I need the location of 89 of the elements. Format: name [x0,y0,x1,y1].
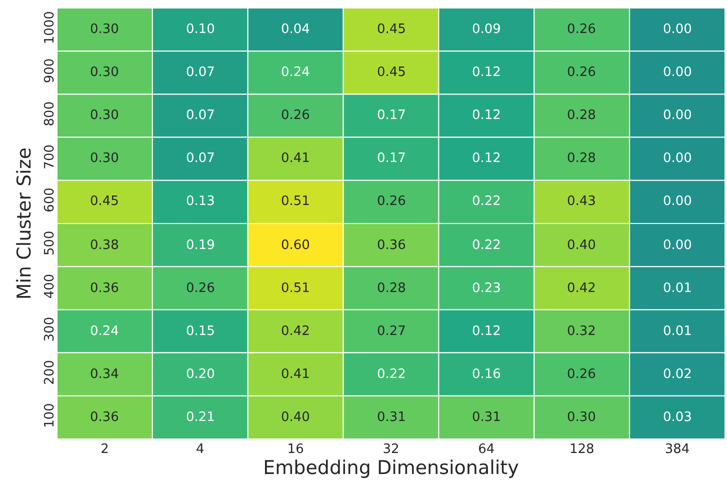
data-label: 0.13 [186,194,215,209]
data-label: 0.21 [186,410,215,425]
y-tick-label: 600 [42,188,58,212]
data-label: 0.28 [377,281,406,296]
data-label: 0.07 [186,65,215,80]
data-label: 0.12 [472,108,501,123]
data-label: 0.10 [186,22,215,37]
y-tick-label: 200 [42,360,58,385]
y-tick-label: 100 [42,403,58,428]
data-label: 0.22 [472,194,501,209]
data-label: 0.51 [281,281,310,296]
data-label: 0.16 [472,367,501,382]
data-label: 0.26 [281,108,310,123]
data-label: 0.41 [281,151,310,166]
y-tick-label: 500 [42,230,58,256]
data-label: 0.27 [377,324,406,339]
y-tick-label: 700 [42,144,58,170]
data-label: 0.40 [281,410,310,425]
data-label: 0.51 [281,194,310,209]
data-label: 0.45 [377,65,406,80]
data-label: 0.00 [663,194,692,209]
data-label: 0.01 [663,281,692,296]
data-label: 0.40 [567,238,596,253]
y-axis-title: Min Cluster Size [13,147,36,300]
data-label: 0.31 [472,410,501,425]
x-tick-label: 128 [569,442,594,457]
data-label: 0.07 [186,151,215,166]
y-tick-label: 800 [42,101,58,126]
data-label: 0.41 [281,367,310,382]
data-label: 0.26 [567,22,596,37]
y-tick-label: 300 [42,316,58,342]
data-label: 0.15 [186,324,215,339]
data-label: 0.32 [567,324,596,339]
data-label: 0.36 [377,238,406,253]
x-tick-label: 2 [100,442,109,457]
data-label: 0.20 [186,367,215,382]
x-tick-label: 384 [664,442,690,457]
y-tick-label: 400 [42,274,58,299]
data-label: 0.28 [567,151,596,166]
y-tick-label: 900 [42,58,58,84]
data-label: 0.07 [186,108,215,123]
data-label: 0.00 [663,151,692,166]
data-label: 0.30 [90,108,119,123]
x-tick-label: 64 [478,442,495,457]
data-label: 0.26 [377,194,406,209]
data-label: 0.26 [567,367,596,382]
data-label: 0.30 [567,410,596,425]
data-label: 0.30 [90,65,119,80]
data-label: 0.43 [567,194,596,209]
data-label: 0.02 [663,367,692,382]
data-label: 0.12 [472,324,501,339]
data-label: 0.26 [186,281,215,296]
x-tick-label: 16 [287,442,304,457]
data-label: 0.31 [377,410,406,425]
data-label: 0.04 [281,22,310,37]
data-label: 0.42 [567,281,596,296]
data-label: 0.23 [472,281,501,296]
data-label: 0.30 [90,22,119,37]
data-label: 0.19 [186,238,215,253]
data-label: 0.01 [663,324,692,339]
data-label: 0.36 [90,410,119,425]
data-label: 0.03 [663,410,692,425]
data-label: 0.22 [472,238,501,253]
data-label: 0.30 [90,151,119,166]
data-label: 0.00 [663,22,692,37]
data-label: 0.26 [567,65,596,80]
data-label: 0.34 [90,367,119,382]
data-label: 0.28 [567,108,596,123]
data-label: 0.60 [281,238,310,253]
data-label: 0.09 [472,22,501,37]
data-label: 0.12 [472,151,501,166]
data-label: 0.45 [90,194,119,209]
data-label: 0.36 [90,281,119,296]
data-label: 0.00 [663,238,692,253]
x-axis-title: Embedding Dimensionality [263,457,519,479]
data-label: 0.00 [663,108,692,123]
data-label: 0.38 [90,238,119,253]
y-tick-label: 1000 [42,11,58,44]
data-label: 0.17 [377,151,406,166]
data-label: 0.24 [281,65,310,80]
data-label: 0.45 [377,22,406,37]
data-label: 0.00 [663,65,692,80]
x-tick-label: 4 [196,442,204,457]
data-label: 0.17 [377,108,406,123]
data-label: 0.12 [472,65,501,80]
data-label: 0.24 [90,324,119,339]
data-label: 0.42 [281,324,310,339]
x-tick-label: 32 [382,442,400,457]
data-label: 0.22 [377,367,406,382]
